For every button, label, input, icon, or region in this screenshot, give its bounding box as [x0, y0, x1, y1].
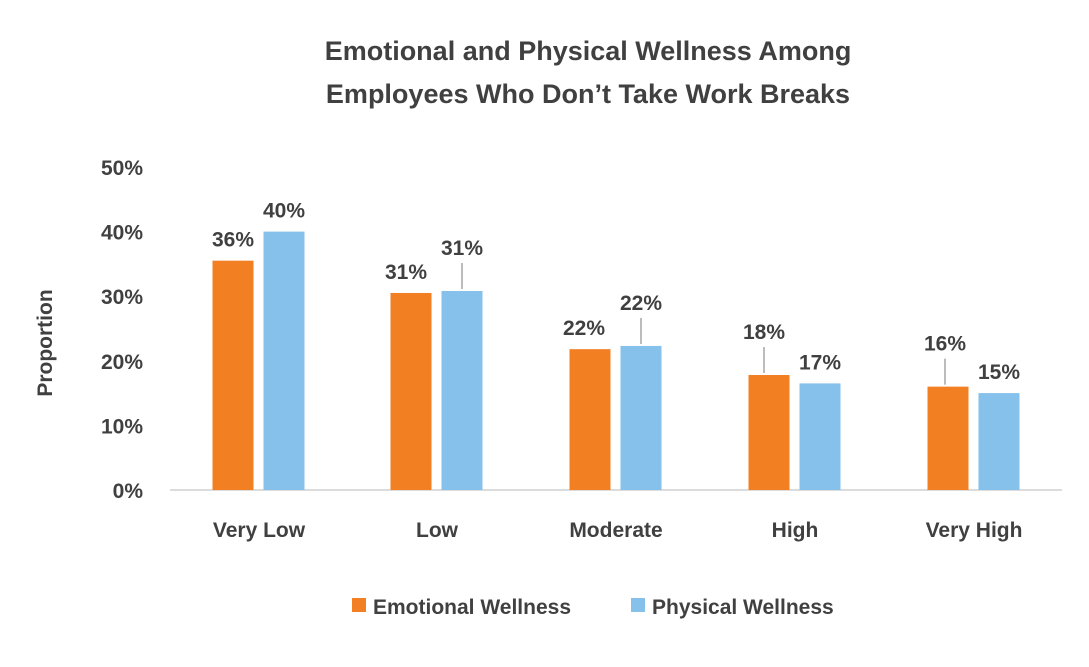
- data-label: 31%: [385, 261, 427, 284]
- x-tick-label: Very Low: [213, 519, 306, 542]
- data-label: 18%: [743, 321, 785, 344]
- legend-label: Physical Wellness: [652, 596, 834, 619]
- bar-emotional: [569, 349, 611, 490]
- data-label: 22%: [563, 317, 605, 340]
- x-tick-label: Moderate: [569, 519, 662, 542]
- bar-emotional: [390, 292, 432, 490]
- y-tick-label: 10%: [101, 415, 143, 438]
- y-axis-label: Proportion: [34, 289, 57, 396]
- bar-physical: [799, 383, 841, 490]
- bar-emotional: [748, 375, 790, 490]
- bar-physical: [978, 393, 1020, 490]
- y-tick-label: 0%: [113, 480, 144, 503]
- data-label: 31%: [441, 237, 483, 260]
- data-label: 15%: [978, 361, 1020, 384]
- data-label: 22%: [620, 292, 662, 315]
- bar-physical: [263, 231, 305, 490]
- x-tick-label: Very High: [926, 519, 1023, 542]
- data-label: 36%: [212, 229, 254, 252]
- chart-title-line1: Emotional and Physical Wellness Among: [325, 36, 852, 66]
- data-label: 17%: [799, 351, 841, 374]
- bar-physical: [620, 345, 662, 490]
- bar-emotional: [212, 260, 254, 490]
- bar-physical: [441, 291, 483, 490]
- bar-emotional: [927, 386, 969, 490]
- y-tick-label: 40%: [101, 222, 143, 245]
- chart-title-line2: Employees Who Don’t Take Work Breaks: [326, 79, 850, 109]
- data-label: 40%: [263, 200, 305, 223]
- x-tick-label: High: [772, 519, 819, 542]
- y-tick-label: 50%: [101, 157, 143, 180]
- legend-swatch: [352, 598, 366, 612]
- x-tick-label: Low: [416, 519, 459, 542]
- y-tick-label: 30%: [101, 286, 143, 309]
- legend-label: Emotional Wellness: [373, 596, 571, 619]
- legend-swatch: [631, 598, 645, 612]
- y-tick-label: 20%: [101, 351, 143, 374]
- data-label: 16%: [924, 333, 966, 356]
